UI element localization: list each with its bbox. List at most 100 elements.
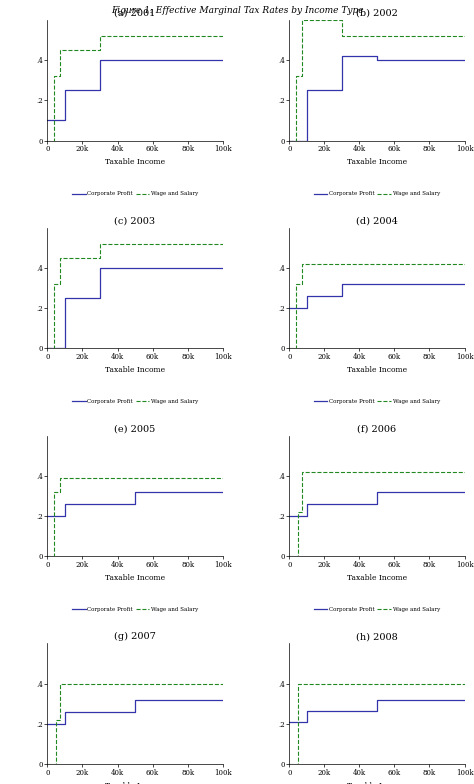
Corporate Profit bbox=[304, 303, 310, 313]
Wage and Salary bbox=[293, 71, 299, 81]
Wage and Salary bbox=[97, 239, 103, 249]
Corporate Profit bbox=[220, 487, 226, 496]
Wage and Salary bbox=[339, 260, 345, 269]
Wage and Salary bbox=[57, 487, 63, 496]
Text: Figure 1: Effective Marginal Tax Rates by Income Type: Figure 1: Effective Marginal Tax Rates b… bbox=[111, 6, 363, 15]
Wage and Salary bbox=[293, 343, 299, 353]
Wage and Salary bbox=[344, 467, 350, 477]
Wage and Salary bbox=[97, 473, 103, 482]
Wage and Salary bbox=[45, 760, 50, 769]
Corporate Profit bbox=[62, 293, 68, 303]
Wage and Salary bbox=[52, 71, 57, 81]
Wage and Salary bbox=[104, 679, 110, 688]
Wage and Salary bbox=[52, 487, 57, 496]
Wage and Salary bbox=[462, 467, 467, 477]
Corporate Profit bbox=[97, 85, 103, 95]
Wage and Salary bbox=[57, 71, 63, 81]
Wage and Salary bbox=[52, 279, 57, 289]
Corporate Profit bbox=[374, 706, 380, 716]
Wage and Salary bbox=[52, 343, 57, 353]
Line: Wage and Salary: Wage and Salary bbox=[47, 244, 223, 348]
Corporate Profit bbox=[45, 116, 50, 125]
Corporate Profit bbox=[45, 343, 50, 353]
Corporate Profit bbox=[304, 706, 310, 716]
Wage and Salary bbox=[57, 45, 63, 55]
Legend: Corporate Profit, Wage and Salary: Corporate Profit, Wage and Salary bbox=[311, 397, 443, 407]
Corporate Profit bbox=[374, 51, 380, 60]
Corporate Profit bbox=[97, 263, 103, 273]
Corporate Profit bbox=[374, 487, 380, 496]
Wage and Salary bbox=[220, 239, 226, 249]
Wage and Salary bbox=[97, 45, 103, 55]
Corporate Profit bbox=[132, 487, 138, 496]
Corporate Profit bbox=[304, 292, 310, 301]
Wage and Salary bbox=[57, 679, 63, 688]
X-axis label: Taxable Income: Taxable Income bbox=[105, 782, 165, 784]
Corporate Profit bbox=[304, 85, 310, 95]
Wage and Salary bbox=[339, 15, 345, 24]
Wage and Salary bbox=[339, 31, 345, 41]
Corporate Profit bbox=[304, 717, 310, 727]
Legend: Corporate Profit, Wage and Salary: Corporate Profit, Wage and Salary bbox=[311, 605, 443, 615]
Corporate Profit bbox=[220, 263, 226, 273]
Line: Corporate Profit: Corporate Profit bbox=[47, 60, 223, 121]
Wage and Salary bbox=[295, 552, 301, 561]
X-axis label: Taxable Income: Taxable Income bbox=[105, 574, 165, 583]
Wage and Salary bbox=[286, 760, 292, 769]
Corporate Profit bbox=[374, 55, 380, 64]
Corporate Profit bbox=[132, 707, 138, 717]
Legend: Corporate Profit, Wage and Salary: Corporate Profit, Wage and Salary bbox=[69, 605, 201, 615]
Wage and Salary bbox=[97, 31, 103, 41]
Corporate Profit bbox=[97, 55, 103, 64]
Corporate Profit bbox=[62, 511, 68, 521]
Title: (e) 2005: (e) 2005 bbox=[114, 424, 155, 434]
Wage and Salary bbox=[462, 31, 467, 41]
Wage and Salary bbox=[45, 343, 50, 353]
Wage and Salary bbox=[57, 253, 63, 263]
Title: (g) 2007: (g) 2007 bbox=[114, 632, 156, 641]
Corporate Profit bbox=[286, 303, 292, 313]
Corporate Profit bbox=[339, 51, 345, 60]
Wage and Salary bbox=[295, 679, 301, 688]
Corporate Profit bbox=[45, 720, 50, 729]
Corporate Profit bbox=[220, 695, 226, 705]
Line: Corporate Profit: Corporate Profit bbox=[47, 700, 223, 724]
Line: Corporate Profit: Corporate Profit bbox=[289, 700, 465, 722]
Wage and Salary bbox=[45, 136, 50, 145]
Legend: Corporate Profit, Wage and Salary: Corporate Profit, Wage and Salary bbox=[69, 397, 201, 407]
Wage and Salary bbox=[220, 31, 226, 41]
Corporate Profit bbox=[339, 279, 345, 289]
Corporate Profit bbox=[462, 695, 467, 705]
Corporate Profit bbox=[62, 499, 68, 509]
Corporate Profit bbox=[462, 279, 467, 289]
Corporate Profit bbox=[462, 487, 467, 496]
Wage and Salary bbox=[53, 715, 59, 724]
Wage and Salary bbox=[293, 279, 299, 289]
Wage and Salary bbox=[462, 679, 467, 688]
Title: (a) 2001: (a) 2001 bbox=[114, 9, 156, 17]
Wage and Salary bbox=[57, 715, 63, 724]
Wage and Salary bbox=[45, 552, 50, 561]
Corporate Profit bbox=[462, 55, 467, 64]
Corporate Profit bbox=[132, 695, 138, 705]
Line: Corporate Profit: Corporate Profit bbox=[47, 268, 223, 348]
Line: Corporate Profit: Corporate Profit bbox=[47, 492, 223, 516]
Corporate Profit bbox=[62, 116, 68, 125]
Corporate Profit bbox=[286, 717, 292, 727]
Wage and Salary bbox=[295, 760, 301, 769]
Corporate Profit bbox=[304, 511, 310, 521]
Wage and Salary bbox=[57, 279, 63, 289]
Title: (f) 2006: (f) 2006 bbox=[357, 424, 396, 434]
X-axis label: Taxable Income: Taxable Income bbox=[105, 158, 165, 166]
Wage and Salary bbox=[286, 552, 292, 561]
Corporate Profit bbox=[304, 136, 310, 145]
Line: Corporate Profit: Corporate Profit bbox=[289, 56, 465, 140]
Corporate Profit bbox=[62, 85, 68, 95]
Wage and Salary bbox=[462, 260, 467, 269]
X-axis label: Taxable Income: Taxable Income bbox=[347, 366, 407, 374]
Corporate Profit bbox=[304, 499, 310, 509]
Line: Corporate Profit: Corporate Profit bbox=[289, 284, 465, 308]
Corporate Profit bbox=[286, 136, 292, 145]
Corporate Profit bbox=[132, 499, 138, 509]
X-axis label: Taxable Income: Taxable Income bbox=[347, 782, 407, 784]
